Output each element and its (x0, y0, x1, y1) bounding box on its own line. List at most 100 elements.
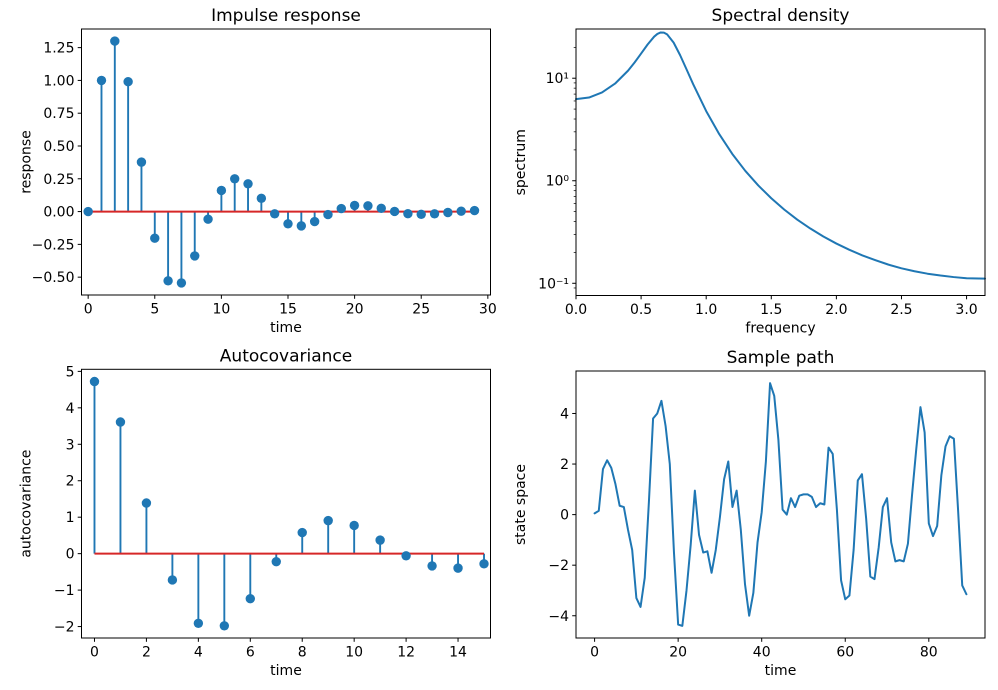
data-point-marker (309, 216, 320, 227)
x-tick-label: 80 (920, 645, 938, 661)
y-tick-label: 10⁻¹ (538, 276, 569, 292)
data-point-marker (230, 174, 240, 184)
data-point-marker (416, 209, 426, 220)
y-tick-label: 1.00 (43, 73, 74, 89)
data-point-marker (323, 209, 333, 220)
subplot-autocovariance: 0 2 4 6 8 10 12 14−2−1012345Autocovariancetimea… (19, 346, 491, 679)
y-tick-label: 10⁰ (546, 174, 570, 190)
data-point-marker (110, 36, 120, 46)
data-point-marker (176, 278, 187, 288)
x-tick-label: 0.5 (630, 302, 652, 318)
y-tick-label: 0.50 (43, 139, 74, 155)
x-axis-label: time (270, 320, 302, 336)
data-point-marker (243, 179, 253, 189)
series-line (575, 31, 986, 280)
x-axis-label: time (270, 663, 302, 679)
x-tick-label: 1.0 (695, 302, 717, 318)
y-tick-label: −4 (548, 609, 569, 625)
x-tick-label: 5 (150, 302, 159, 318)
data-point-marker (141, 498, 152, 508)
chart-title: Impulse response (211, 6, 361, 26)
data-point-marker (453, 563, 463, 573)
data-point-marker (89, 376, 100, 387)
data-point-marker (150, 233, 160, 243)
y-tick-label: 0 (560, 508, 569, 524)
x-tick-label: 3.0 (955, 302, 977, 318)
chart-title: Spectral density (712, 6, 850, 26)
axes-spine (81, 368, 491, 639)
data-point-marker (163, 276, 173, 286)
data-point-marker (269, 209, 280, 219)
data-point-marker (123, 77, 133, 87)
x-tick-label: 6 (246, 645, 255, 661)
data-point-marker (323, 515, 333, 526)
data-point-marker (83, 206, 93, 217)
data-point-marker (401, 551, 411, 561)
x-tick-label: 0 (590, 645, 599, 661)
x-tick-label: 60 (836, 645, 854, 661)
y-tick-label: 0.75 (43, 106, 74, 122)
data-point-marker (219, 621, 230, 631)
subplot-spectral-density: 0.0 0.5 1.0 1.5 2.0 2.5 3.0 10⁻¹ 10⁰ 10¹ Spectral … (513, 6, 986, 337)
x-tick-label: 2 (142, 645, 151, 661)
x-tick-label: 10 (345, 645, 363, 661)
data-point-marker (296, 221, 307, 231)
y-axis-label: spectrum (513, 129, 529, 195)
data-point-marker (403, 208, 413, 219)
data-point-marker (429, 209, 440, 219)
y-tick-label: 2 (66, 474, 75, 490)
data-point-marker (245, 593, 255, 604)
x-axis-label: time (765, 663, 797, 679)
data-point-marker (389, 206, 400, 217)
y-tick-label: 4 (66, 401, 75, 417)
x-tick-label: 2.5 (890, 302, 912, 318)
x-tick-label: 10 (212, 302, 230, 318)
data-point-marker (427, 561, 437, 571)
y-tick-label: 0.25 (43, 172, 74, 188)
y-tick-label: −2 (548, 558, 569, 574)
y-tick-label: 1 (66, 510, 75, 526)
data-point-marker (96, 75, 107, 86)
data-point-marker (375, 535, 385, 545)
x-tick-label: 8 (298, 645, 307, 661)
y-tick-label: 0.00 (43, 205, 74, 221)
y-tick-label: 0 (66, 547, 75, 563)
axes-spine (575, 28, 986, 296)
x-axis-label: frequency (745, 321, 815, 337)
x-tick-label: 4 (194, 645, 203, 661)
y-tick-label: −2 (54, 620, 75, 636)
data-point-marker (271, 556, 281, 567)
data-point-marker (256, 193, 267, 204)
data-point-marker (349, 200, 360, 211)
data-point-marker (443, 207, 453, 218)
data-point-marker (216, 185, 227, 196)
stem-markers (89, 376, 489, 631)
data-point-marker (203, 214, 213, 224)
stem-lines (93, 381, 485, 626)
x-tick-label: 15 (279, 302, 297, 318)
y-tick-label: −0.25 (32, 237, 75, 253)
x-tick-label: 14 (449, 645, 467, 661)
y-tick-label: 2 (560, 457, 569, 473)
chart-title: Sample path (727, 348, 835, 368)
y-tick-label: 1.25 (43, 41, 74, 57)
x-tick-label: 2.0 (825, 302, 847, 318)
series-line (593, 382, 968, 627)
stem-markers (83, 36, 480, 288)
x-tick-label: 0 (84, 302, 93, 318)
data-point-marker (283, 219, 293, 229)
data-point-marker (190, 251, 200, 261)
data-point-marker (115, 417, 126, 427)
subplot-sample-path: 0 20 40 60 80 −4 −2 0 2 4 Sample path time state spa… (513, 348, 986, 679)
data-point-marker (363, 201, 373, 211)
data-point-marker (469, 205, 480, 216)
y-tick-label: 3 (66, 437, 75, 453)
data-point-marker (297, 527, 307, 538)
subplot-impulse-response: 0 5 10 15 20 25 30 −0.50 −0.25 0.00 0.25 0.50 0.75 1.… (19, 6, 497, 336)
y-axis-label: response (19, 130, 35, 194)
y-axis-label: state space (513, 464, 529, 545)
axes-spine (575, 370, 986, 639)
data-point-marker (336, 203, 346, 214)
